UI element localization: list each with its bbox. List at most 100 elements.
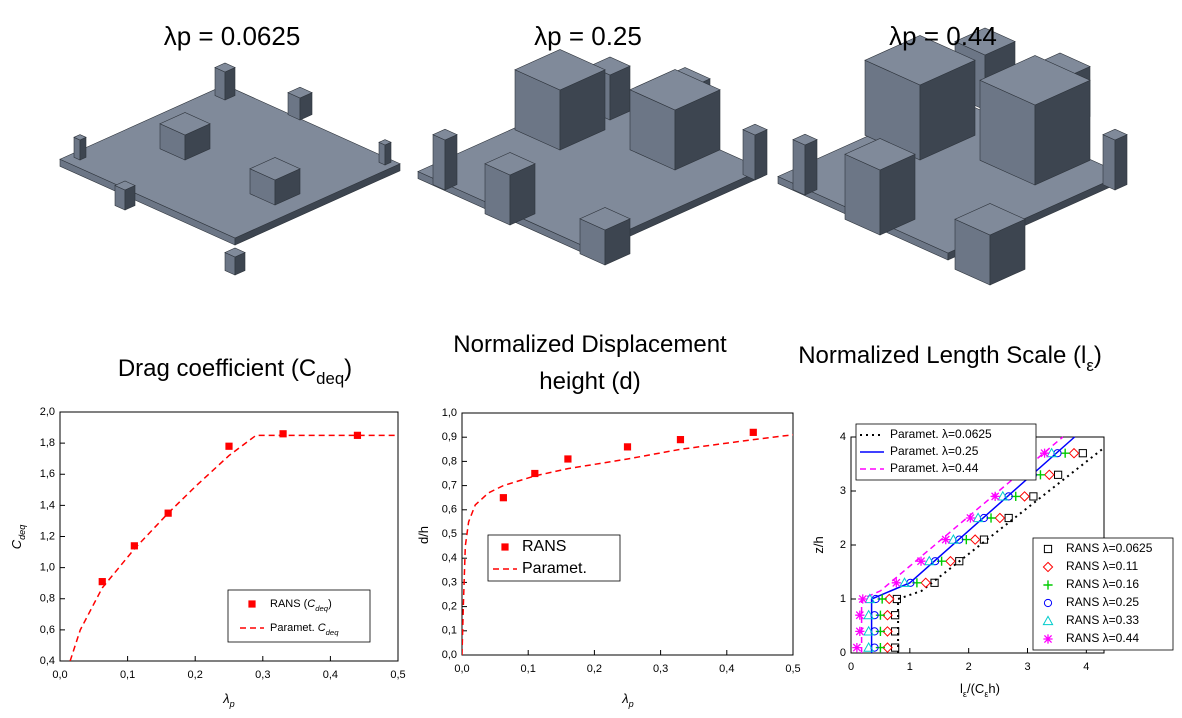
marker (882, 642, 893, 653)
y-tick-label: 0,2 (442, 601, 457, 613)
box-face (224, 67, 236, 101)
marker (899, 577, 910, 587)
box-face (609, 65, 631, 121)
box-face (1114, 134, 1128, 191)
box-top (114, 180, 136, 191)
marker (920, 577, 932, 589)
y-tick-label: 0 (840, 647, 846, 659)
legend: Paramet. λ=0.0625 Paramet. λ=0.25 Paramet.… (855, 423, 1037, 481)
marker (947, 533, 959, 544)
marker (225, 442, 233, 450)
legend: RANS Paramet. (487, 534, 621, 582)
legend-label: RANS (Cdeq) (270, 598, 332, 613)
box-top (629, 69, 721, 111)
x-tick-label: 0,4 (719, 663, 734, 675)
chart-title: height (d) (539, 368, 640, 395)
y-tick-label: 2,0 (40, 406, 55, 418)
marker (945, 555, 956, 567)
text-segment: RANS ( (270, 598, 308, 610)
marker (941, 535, 951, 545)
legend-box (1032, 537, 1174, 651)
marker (864, 593, 876, 604)
text-segment: λ (222, 691, 229, 706)
legend-label: RANS λ=0.0625 (1066, 541, 1153, 555)
legend-swatch (1043, 544, 1053, 554)
y-tick-label: 1,2 (40, 530, 55, 542)
text-segment: Paramet. (270, 622, 318, 634)
y-tick-label: 0,3 (442, 576, 457, 588)
x-tick-label: 0,2 (188, 669, 203, 681)
box-top (59, 84, 401, 239)
box-face (444, 134, 458, 191)
box-face (214, 67, 226, 101)
y-tick-label: 0,9 (442, 431, 457, 443)
box-face (73, 136, 81, 161)
y-tick-label: 0,7 (442, 480, 457, 492)
scene (59, 62, 401, 276)
text-segment: height (d) (539, 368, 640, 395)
legend-label: Paramet. Cdeq (270, 622, 339, 637)
x-axis-label: lε/(Cεh) (960, 681, 1000, 699)
x-axis-label: λp (621, 691, 633, 709)
marker (916, 556, 926, 566)
text-segment: l (960, 681, 963, 696)
legend-box (487, 534, 621, 582)
marker (1039, 448, 1050, 458)
x-tick-label: 3 (1024, 661, 1030, 673)
box-top (844, 138, 916, 171)
text-segment: deq (315, 604, 329, 613)
box-top (742, 123, 768, 136)
box-face (378, 141, 386, 166)
legend-swatch (501, 543, 509, 551)
marker (98, 578, 106, 586)
marker (1060, 448, 1070, 458)
marker (1029, 492, 1038, 501)
box-top (214, 62, 236, 73)
box-face (79, 136, 87, 161)
y-tick-label: 0,4 (442, 552, 457, 564)
box-top (432, 128, 458, 141)
legend-swatch (1042, 615, 1054, 626)
text-segment: d/h (416, 526, 431, 544)
marker (994, 512, 1006, 524)
marker (531, 469, 539, 478)
legend-label: Paramet. λ=0.0625 (890, 427, 992, 441)
y-tick-label: 0,8 (442, 455, 457, 467)
marker (353, 431, 362, 439)
box-face (742, 129, 756, 181)
text-segment: C (9, 539, 24, 549)
box-face (1102, 134, 1116, 191)
marker (863, 641, 875, 652)
marker (1019, 491, 1030, 502)
marker (972, 512, 984, 523)
legend-swatch (1042, 561, 1054, 573)
chart: Drag coefficient (Cdeq)0,0 0,1 0,2 0,3 0,4 0,… (9, 355, 405, 709)
x-tick-label: 0,0 (454, 663, 469, 675)
y-axis-label: z/h (811, 536, 826, 553)
legend-box (855, 423, 1037, 481)
marker (990, 491, 1000, 501)
x-tick-label: 0,0 (52, 669, 67, 681)
marker (969, 534, 981, 545)
text-segment: p (628, 699, 634, 709)
legend-label: RANS (522, 538, 566, 555)
y-axis-label: Cdeq (9, 525, 27, 550)
text-segment: h) (988, 681, 1000, 696)
x-tick-label: 0,1 (120, 669, 135, 681)
y-tick-label: 3 (840, 485, 846, 497)
marker (1054, 470, 1063, 479)
text-segment: λ (621, 691, 628, 706)
x-axis-label: λp (222, 691, 234, 709)
legend-label: Paramet. λ=0.25 (890, 444, 979, 458)
x-tick-label: 0,2 (587, 663, 602, 675)
box-top (864, 35, 976, 86)
y-tick-label: 0,1 (442, 625, 457, 637)
box-top (378, 139, 392, 146)
y-tick-label: 4 (840, 431, 846, 443)
y-tick-label: 0,8 (40, 593, 55, 605)
marker (930, 578, 939, 587)
legend-swatch (248, 600, 256, 608)
box-face (792, 139, 806, 196)
chart: Normalized Displacement height (d) 0,0 0,1 0… (416, 331, 800, 709)
